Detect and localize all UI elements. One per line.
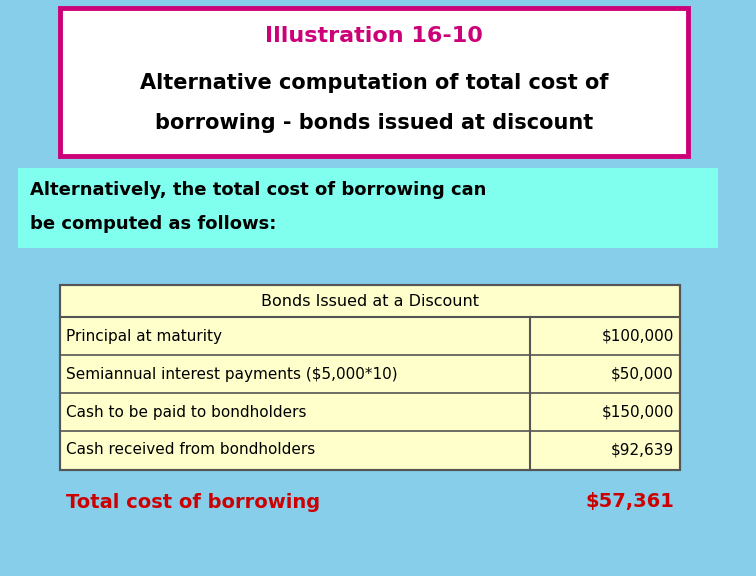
FancyBboxPatch shape: [60, 8, 688, 156]
Text: Alternative computation of total cost of: Alternative computation of total cost of: [140, 73, 609, 93]
FancyBboxPatch shape: [60, 285, 680, 470]
Text: Semiannual interest payments ($5,000*10): Semiannual interest payments ($5,000*10): [66, 366, 398, 381]
Text: Alternatively, the total cost of borrowing can: Alternatively, the total cost of borrowi…: [30, 181, 486, 199]
Text: $100,000: $100,000: [602, 328, 674, 343]
Text: $92,639: $92,639: [611, 442, 674, 457]
Text: $150,000: $150,000: [602, 404, 674, 419]
Text: Cash received from bondholders: Cash received from bondholders: [66, 442, 315, 457]
Text: Illustration 16-10: Illustration 16-10: [265, 26, 483, 46]
Text: Cash to be paid to bondholders: Cash to be paid to bondholders: [66, 404, 306, 419]
Text: be computed as follows:: be computed as follows:: [30, 215, 277, 233]
Text: Principal at maturity: Principal at maturity: [66, 328, 222, 343]
Text: Total cost of borrowing: Total cost of borrowing: [66, 492, 320, 511]
Text: $57,361: $57,361: [585, 492, 674, 511]
FancyBboxPatch shape: [18, 168, 718, 248]
Text: $50,000: $50,000: [612, 366, 674, 381]
Text: Bonds Issued at a Discount: Bonds Issued at a Discount: [261, 294, 479, 309]
Text: borrowing - bonds issued at discount: borrowing - bonds issued at discount: [155, 113, 593, 133]
